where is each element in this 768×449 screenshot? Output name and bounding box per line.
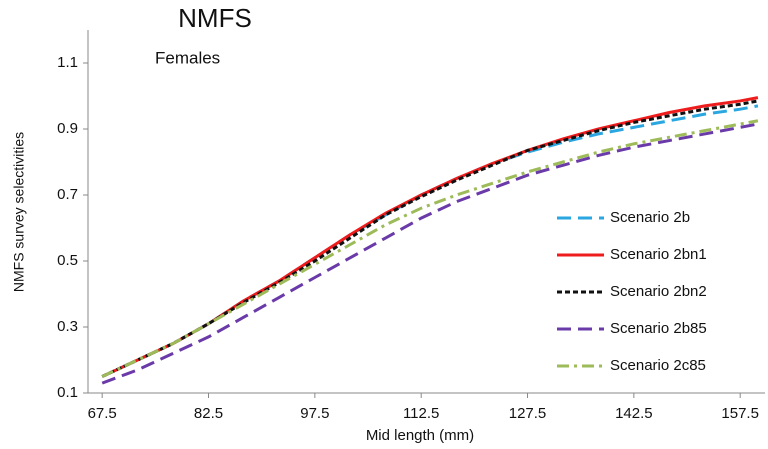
legend-label: Scenario 2b [610,209,690,226]
y-tick-label: 0.5 [57,252,78,269]
y-tick-label: 0.9 [57,120,78,137]
x-tick-label: 67.5 [88,405,117,422]
y-tick-label: 0.3 [57,318,78,335]
series-line [101,99,759,378]
y-tick-label: 1.1 [57,54,78,71]
x-tick-label: 142.5 [615,405,653,422]
legend-label: Scenario 2b85 [610,320,707,337]
x-tick-label: 127.5 [509,405,547,422]
chart-subtitle: Females [155,48,220,67]
chart-title: NMFS [178,3,252,33]
series-line [101,119,759,378]
series-line [101,122,759,385]
legend-label: Scenario 2bn1 [610,246,707,263]
y-axis-label: NMFS survey selectivities [11,132,27,292]
y-tick-label: 0.7 [57,186,78,203]
legend-label: Scenario 2c85 [610,357,706,374]
y-tick-label: 0.1 [57,384,78,401]
x-tick-label: 82.5 [194,405,223,422]
x-axis-label: Mid length (mm) [366,427,474,444]
x-tick-label: 97.5 [300,405,329,422]
x-tick-label: 157.5 [721,405,759,422]
legend-label: Scenario 2bn2 [610,283,707,300]
x-tick-label: 112.5 [403,405,439,422]
